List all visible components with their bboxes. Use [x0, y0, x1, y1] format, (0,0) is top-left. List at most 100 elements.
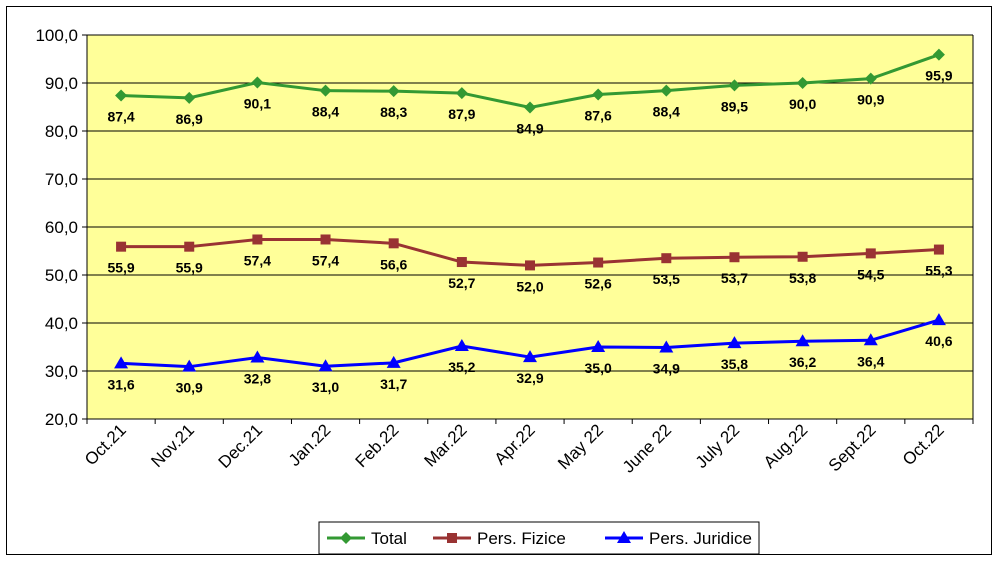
data-label: 53,5	[653, 271, 680, 287]
x-tick-label: Oct.22	[899, 420, 948, 469]
data-point-0-10	[796, 77, 809, 89]
data-point-2-9	[727, 336, 742, 349]
data-label: 90,0	[789, 96, 816, 112]
legend-marker	[447, 533, 457, 543]
data-point-0-12	[932, 48, 945, 61]
data-label: 40,6	[925, 333, 952, 349]
data-label: 31,0	[312, 379, 339, 395]
y-tick-label: 70,0	[45, 170, 78, 189]
x-tick-label: Jan.22	[285, 420, 335, 470]
data-label: 31,7	[380, 376, 407, 392]
data-label: 55,9	[107, 260, 134, 276]
data-point-2-11	[863, 333, 878, 346]
x-tick-label: Aug.22	[760, 420, 812, 472]
x-tick-label: May 22	[554, 420, 607, 473]
y-tick-label: 50,0	[45, 266, 78, 285]
legend-marker	[340, 532, 352, 544]
data-point-2-2	[250, 350, 265, 363]
data-point-1-11	[865, 248, 876, 259]
data-label: 88,3	[380, 104, 407, 120]
data-point-1-3	[320, 234, 331, 245]
data-point-0-7	[592, 88, 605, 101]
data-point-2-6	[523, 350, 537, 363]
x-tick-label: Oct.21	[81, 420, 130, 469]
data-point-2-1	[182, 359, 197, 372]
data-label: 52,0	[516, 278, 543, 294]
x-tick-label: Feb.22	[352, 420, 403, 471]
data-point-1-9	[729, 252, 740, 263]
legend-label: Pers. Fizice	[477, 529, 566, 548]
legend-box	[318, 521, 760, 555]
x-tick-label: July 22	[692, 420, 744, 472]
data-label: 84,9	[516, 120, 543, 136]
data-point-0-9	[728, 79, 741, 92]
x-tick-label: Sept.22	[825, 420, 880, 475]
data-label: 57,4	[312, 252, 339, 268]
data-point-2-4	[386, 355, 401, 368]
legend-label: Pers. Juridice	[649, 529, 752, 548]
data-point-1-4	[388, 238, 399, 249]
data-label: 52,7	[448, 275, 475, 291]
y-tick-label: 100,0	[35, 26, 78, 45]
data-label: 32,8	[244, 371, 271, 387]
data-point-1-12	[933, 244, 944, 255]
data-point-0-8	[660, 84, 673, 97]
data-label: 56,6	[380, 256, 407, 272]
y-tick-label: 20,0	[45, 410, 78, 429]
data-label: 30,9	[176, 380, 203, 396]
data-label: 54,5	[857, 266, 884, 282]
legend-label: Total	[371, 529, 407, 548]
x-tick-label: Mar.22	[420, 420, 470, 470]
data-label: 95,9	[925, 68, 952, 84]
chart-frame: 20,0 30,0 40,0 50,0 60,0 70,0 80,0 90,0 100,0 Oct…	[6, 6, 992, 555]
data-point-0-4	[387, 85, 400, 98]
data-label: 90,1	[244, 96, 271, 112]
y-tick-label: 30,0	[45, 362, 78, 381]
y-tick-label: 40,0	[45, 314, 78, 333]
data-label: 34,9	[653, 360, 680, 376]
data-point-1-8	[661, 253, 672, 264]
data-label: 89,5	[721, 98, 748, 114]
line-chart: 20,0 30,0 40,0 50,0 60,0 70,0 80,0 90,0 100,0 Oct…	[35, 26, 974, 555]
legend-marker	[617, 531, 631, 543]
data-label: 88,4	[312, 104, 339, 120]
data-label: 90,9	[857, 92, 884, 108]
data-label: 53,8	[789, 270, 816, 286]
x-tick-label: Nov.21	[147, 420, 198, 471]
x-tick-label: Apr.22	[491, 420, 539, 468]
y-tick-label: 90,0	[45, 74, 78, 93]
data-label: 52,6	[585, 276, 612, 292]
data-point-2-8	[659, 340, 674, 353]
data-label: 53,7	[721, 270, 748, 286]
data-point-0-2	[251, 76, 264, 89]
x-tick-label: June 22	[619, 420, 675, 476]
data-label: 88,4	[653, 104, 680, 120]
data-label: 87,9	[448, 106, 475, 122]
data-point-1-10	[797, 251, 808, 262]
data-point-0-11	[864, 72, 877, 85]
data-point-0-0	[115, 89, 128, 102]
data-point-1-5	[456, 257, 467, 268]
data-point-1-6	[525, 260, 535, 271]
data-label: 87,4	[107, 108, 134, 124]
data-label: 86,9	[176, 111, 203, 127]
data-point-1-2	[252, 234, 263, 245]
data-label: 31,6	[107, 376, 134, 392]
data-point-2-3	[318, 359, 333, 372]
y-tick-label: 60,0	[45, 218, 78, 237]
x-tick-label: Dec.21	[215, 420, 267, 472]
data-point-0-3	[319, 84, 332, 97]
data-point-1-1	[184, 241, 195, 252]
data-point-2-0	[114, 356, 129, 369]
data-label: 87,6	[585, 108, 612, 124]
data-point-1-0	[116, 241, 127, 252]
data-label: 55,9	[176, 260, 203, 276]
data-label: 55,3	[925, 263, 952, 279]
data-label: 36,2	[789, 354, 816, 370]
data-label: 57,4	[244, 252, 271, 268]
data-point-2-12	[931, 313, 946, 326]
y-tick-label: 80,0	[45, 122, 78, 141]
data-label: 35,8	[721, 356, 748, 372]
data-label: 35,0	[585, 360, 612, 376]
data-label: 35,2	[448, 359, 475, 375]
